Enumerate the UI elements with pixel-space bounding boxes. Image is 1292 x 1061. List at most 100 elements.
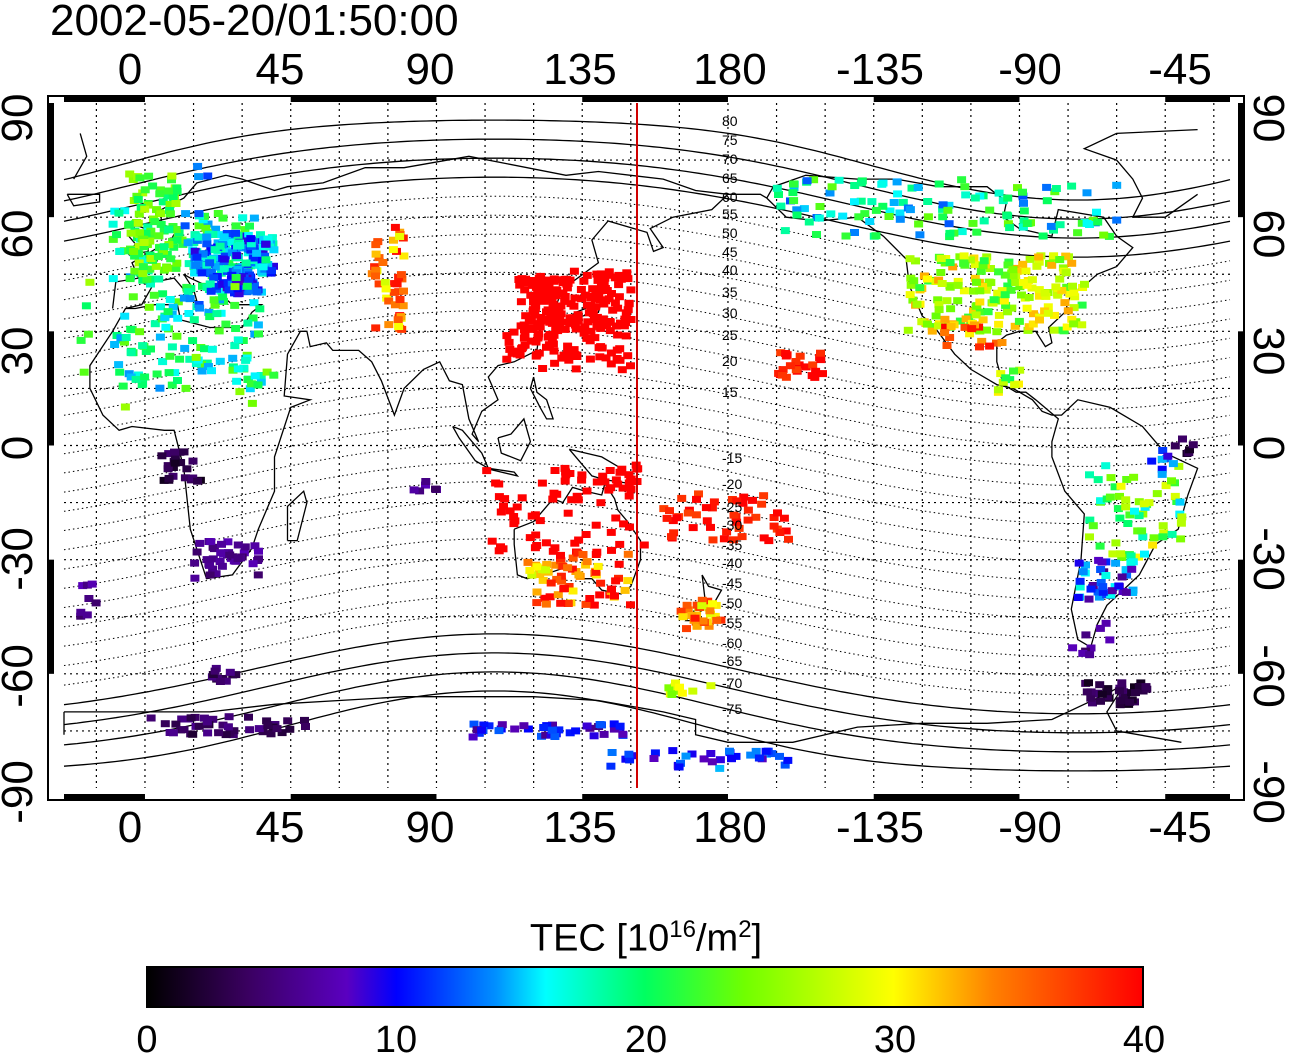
- tec-point: [1069, 288, 1079, 296]
- tec-point: [159, 476, 169, 484]
- tec-point: [560, 464, 570, 472]
- tec-point: [196, 360, 206, 368]
- tec-point: [599, 300, 609, 308]
- tec-point: [690, 614, 700, 622]
- tec-point: [1049, 226, 1058, 234]
- tec-point: [221, 677, 231, 685]
- tec-point: [146, 280, 155, 288]
- tec-point: [125, 275, 135, 283]
- tec-point: [697, 602, 707, 610]
- colorbar-title: TEC [1016/m2]: [529, 916, 763, 960]
- tec-point: [1158, 533, 1168, 541]
- tec-point: [200, 212, 209, 220]
- tec-point: [497, 721, 507, 729]
- tec-point: [140, 373, 150, 381]
- colorbar-tick: 20: [624, 1019, 668, 1061]
- tec-point: [707, 504, 717, 512]
- tec-point: [482, 467, 492, 475]
- tec-point: [165, 296, 175, 303]
- mlat-contour: [63, 405, 1231, 486]
- tec-point: [725, 747, 734, 755]
- tec-point: [662, 514, 672, 522]
- tec-point: [1167, 477, 1176, 485]
- tec-point: [194, 222, 204, 230]
- frame-bar-bottom: [582, 794, 728, 800]
- tec-point: [213, 210, 223, 217]
- tec-point: [91, 599, 101, 607]
- tec-point: [228, 354, 238, 362]
- tec-point: [1116, 482, 1126, 490]
- tec-point: [125, 170, 135, 178]
- tec-point: [671, 679, 680, 687]
- tec-point: [1047, 261, 1057, 269]
- tec-point: [970, 261, 980, 269]
- tec-point: [532, 588, 542, 596]
- tec-point: [1097, 690, 1107, 698]
- tec-point: [539, 724, 549, 731]
- tec-point: [697, 596, 707, 604]
- tec-point: [978, 316, 988, 324]
- tec-point: [601, 354, 611, 362]
- tec-point: [146, 255, 156, 262]
- tec-point: [606, 762, 616, 770]
- tec-point: [254, 725, 264, 733]
- tec-point: [256, 231, 265, 239]
- tec-point: [172, 332, 182, 340]
- tec-point: [134, 229, 144, 237]
- tec-point: [1003, 220, 1013, 228]
- tec-point: [850, 182, 860, 189]
- tec-point: [605, 318, 615, 325]
- tec-point: [994, 320, 1004, 328]
- tec-point: [599, 730, 609, 738]
- mlat-label: 65: [722, 170, 738, 186]
- tec-point: [570, 539, 580, 547]
- tec-point: [593, 289, 603, 297]
- tec-point: [527, 571, 537, 579]
- tec-point: [1138, 533, 1148, 541]
- mlat-label: -55: [722, 615, 742, 631]
- tec-point: [759, 492, 769, 500]
- tec-point: [393, 316, 403, 324]
- tec-point: [143, 201, 153, 209]
- mlat-label: -15: [722, 450, 742, 466]
- tec-point: [550, 359, 560, 367]
- tec-point: [780, 761, 790, 769]
- tec-point: [946, 323, 956, 330]
- tec-point: [134, 243, 144, 250]
- tec-point: [155, 190, 165, 198]
- tec-point: [884, 213, 894, 220]
- tec-point: [1010, 322, 1020, 330]
- tec-point: [1121, 588, 1131, 596]
- tec-point: [1085, 516, 1095, 524]
- tec-point: [588, 310, 598, 317]
- tec-point: [191, 360, 201, 368]
- tec-point: [108, 220, 118, 228]
- tec-point: [548, 300, 558, 308]
- tec-point: [995, 293, 1005, 301]
- tec-point: [201, 254, 211, 262]
- tec-point: [1095, 593, 1104, 601]
- tec-point: [78, 582, 88, 590]
- tec-point: [1043, 303, 1053, 311]
- tec-point: [748, 496, 757, 504]
- tec-point: [1067, 315, 1077, 323]
- tec-point: [534, 290, 544, 298]
- top-lon-label: -135: [835, 45, 925, 94]
- tec-point: [1050, 311, 1059, 319]
- tec-point: [927, 323, 937, 331]
- mlat-contour: [63, 614, 1231, 696]
- tec-point: [1005, 224, 1015, 232]
- tec-point: [504, 338, 514, 346]
- tec-point: [207, 367, 216, 375]
- tec-point: [738, 499, 748, 507]
- tec-point: [184, 310, 194, 317]
- colorbar-tick: 30: [873, 1019, 917, 1061]
- tec-point: [959, 252, 969, 260]
- tec-point: [953, 297, 963, 305]
- mlat-contour: [63, 557, 1231, 639]
- tec-point: [1034, 286, 1044, 294]
- tec-point: [571, 727, 581, 735]
- tec-point: [1120, 693, 1130, 701]
- tec-point: [547, 726, 557, 734]
- tec-point: [153, 252, 163, 260]
